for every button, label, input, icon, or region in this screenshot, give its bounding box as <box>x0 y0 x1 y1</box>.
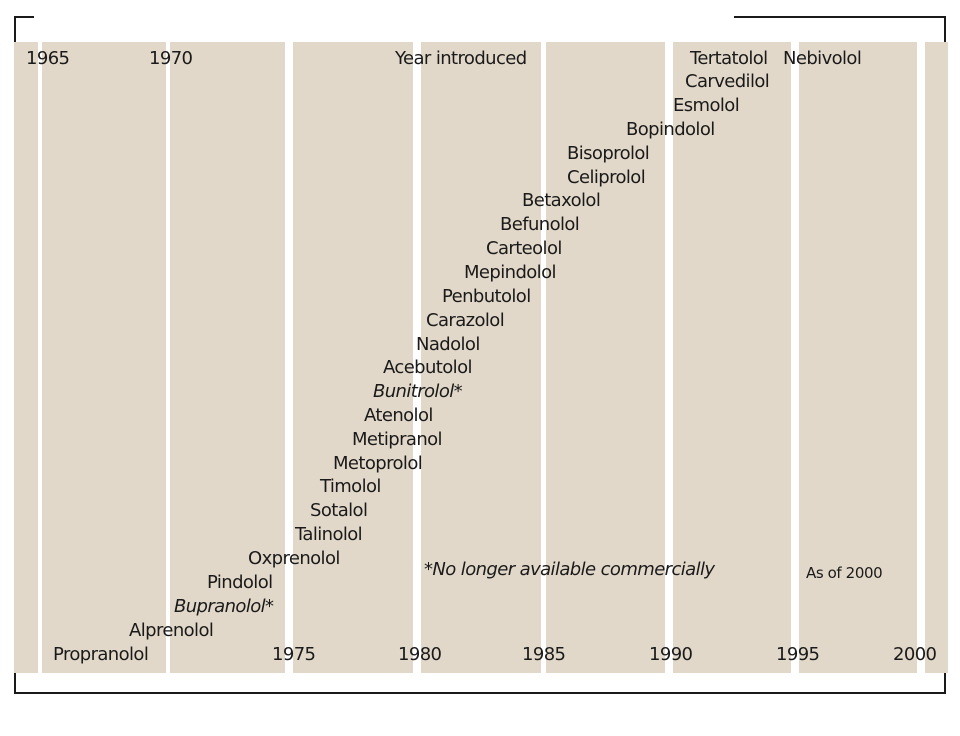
drug-label: Mepindolol <box>464 262 557 283</box>
drug-label: Timolol <box>320 476 381 497</box>
drug-label: Carteolol <box>486 238 562 259</box>
axis-label-1975: 1975 <box>272 644 316 665</box>
axis-label-1985: 1985 <box>522 644 566 665</box>
timeline-panel <box>14 42 948 673</box>
drug-label: Esmolol <box>673 95 740 116</box>
axis-label-1995: 1995 <box>776 644 820 665</box>
drug-label: Celiprolol <box>567 167 646 188</box>
drug-label: Oxprenolol <box>248 548 340 569</box>
year-label-1965: 1965 <box>26 48 70 69</box>
drug-label: Pindolol <box>207 572 273 593</box>
band-1975-1980 <box>293 42 413 673</box>
axis-label-2000: 2000 <box>893 644 937 665</box>
drug-label: Befunolol <box>500 214 580 235</box>
band-1995-2000 <box>799 42 917 673</box>
chart-title: Year introduced <box>395 48 527 69</box>
drug-label: Bopindolol <box>626 119 715 140</box>
drug-label: Tertatolol <box>690 48 768 69</box>
band-1980-1985 <box>421 42 541 673</box>
band-1985-1990 <box>546 42 665 673</box>
drug-label: Carazolol <box>426 310 505 331</box>
drug-label: Propranolol <box>53 644 149 665</box>
drug-label: Penbutolol <box>442 286 531 307</box>
band-1965-1970 <box>14 42 38 673</box>
drug-label: Acebutolol <box>383 357 472 378</box>
drug-label: Carvedilol <box>685 71 770 92</box>
drug-label: Alprenolol <box>129 620 214 641</box>
drug-label: Nebivolol <box>783 48 862 69</box>
as-of-note: As of 2000 <box>806 564 883 582</box>
axis-label-1990: 1990 <box>649 644 693 665</box>
drug-label: Nadolol <box>416 334 480 355</box>
band-1990-1995 <box>673 42 791 673</box>
drug-label: Sotalol <box>310 500 368 521</box>
drug-label: Atenolol <box>364 405 433 426</box>
drug-label: Talinolol <box>295 524 363 545</box>
drug-label: Metipranol <box>352 429 443 450</box>
band-after-2000 <box>925 42 948 673</box>
footnote: *No longer available commercially <box>424 559 715 580</box>
drug-label: Bunitrolol* <box>373 381 463 402</box>
band-1970-1975 <box>170 42 285 673</box>
frame-top-right-line <box>734 16 946 18</box>
frame-top-left-line <box>14 16 34 18</box>
year-label-1970: 1970 <box>149 48 193 69</box>
axis-label-1980: 1980 <box>398 644 442 665</box>
band-1965-1970-main <box>42 42 166 673</box>
drug-label: Metoprolol <box>333 453 423 474</box>
drug-label: Bupranolol* <box>174 596 274 617</box>
drug-label: Betaxolol <box>522 190 601 211</box>
frame-bottom-line <box>14 692 946 694</box>
drug-label: Bisoprolol <box>567 143 650 164</box>
